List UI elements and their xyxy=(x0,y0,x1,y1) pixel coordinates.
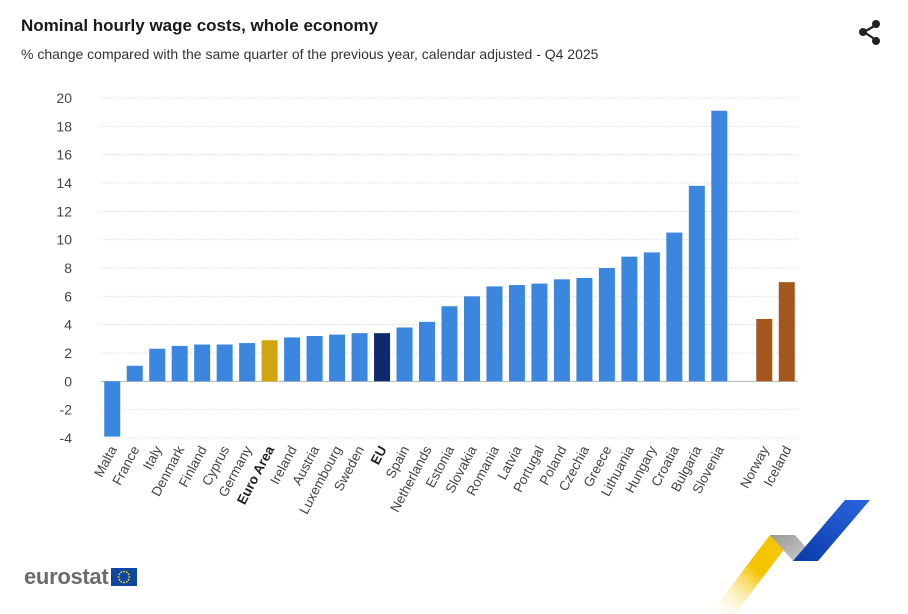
bar xyxy=(508,285,525,382)
bar xyxy=(486,286,503,382)
bar xyxy=(194,344,211,382)
eurostat-logo: eurostat xyxy=(24,564,138,590)
bar xyxy=(419,321,436,382)
y-tick-label: 0 xyxy=(64,373,72,389)
bar xyxy=(126,365,143,382)
bar xyxy=(351,333,368,382)
bar xyxy=(621,256,638,382)
x-tick-label: EU xyxy=(368,443,390,467)
bar xyxy=(666,232,683,382)
bar xyxy=(643,252,660,382)
bar xyxy=(463,296,480,382)
y-tick-label: 2 xyxy=(64,345,72,361)
bar xyxy=(531,283,548,382)
bar xyxy=(284,337,301,382)
share-icon xyxy=(859,20,880,45)
decorative-ribbon xyxy=(710,500,870,614)
bar xyxy=(441,306,458,382)
chart-title: Nominal hourly wage costs, whole economy xyxy=(21,16,379,35)
y-tick-label: 8 xyxy=(64,260,72,276)
bar xyxy=(171,345,188,382)
bar xyxy=(756,319,773,382)
brand-name: eurostat xyxy=(24,564,109,589)
bar xyxy=(576,277,593,382)
y-tick-label: 4 xyxy=(64,317,72,333)
bar xyxy=(149,348,166,382)
y-tick-label: 18 xyxy=(56,118,72,134)
y-tick-label: 20 xyxy=(56,90,72,106)
bar xyxy=(261,340,278,382)
y-tick-label: 16 xyxy=(56,147,72,163)
share-button[interactable] xyxy=(855,18,885,48)
y-tick-label: 12 xyxy=(56,203,72,219)
bar xyxy=(374,333,391,382)
bar xyxy=(104,381,121,437)
bar xyxy=(553,279,570,382)
eu-flag-icon xyxy=(111,568,138,586)
y-tick-label: 6 xyxy=(64,288,72,304)
bar xyxy=(396,327,413,382)
bar xyxy=(778,282,795,382)
bar xyxy=(329,334,346,382)
bar xyxy=(239,343,256,382)
bar xyxy=(688,185,705,382)
y-tick-label: 10 xyxy=(56,232,72,248)
bar xyxy=(598,268,615,382)
y-tick-label: -2 xyxy=(60,402,73,418)
chart-subtitle: % change compared with the same quarter … xyxy=(21,46,599,62)
y-tick-label: -4 xyxy=(60,430,73,446)
bar xyxy=(216,344,233,382)
bar xyxy=(306,336,323,382)
bar xyxy=(711,110,728,382)
y-tick-label: 14 xyxy=(56,175,72,191)
